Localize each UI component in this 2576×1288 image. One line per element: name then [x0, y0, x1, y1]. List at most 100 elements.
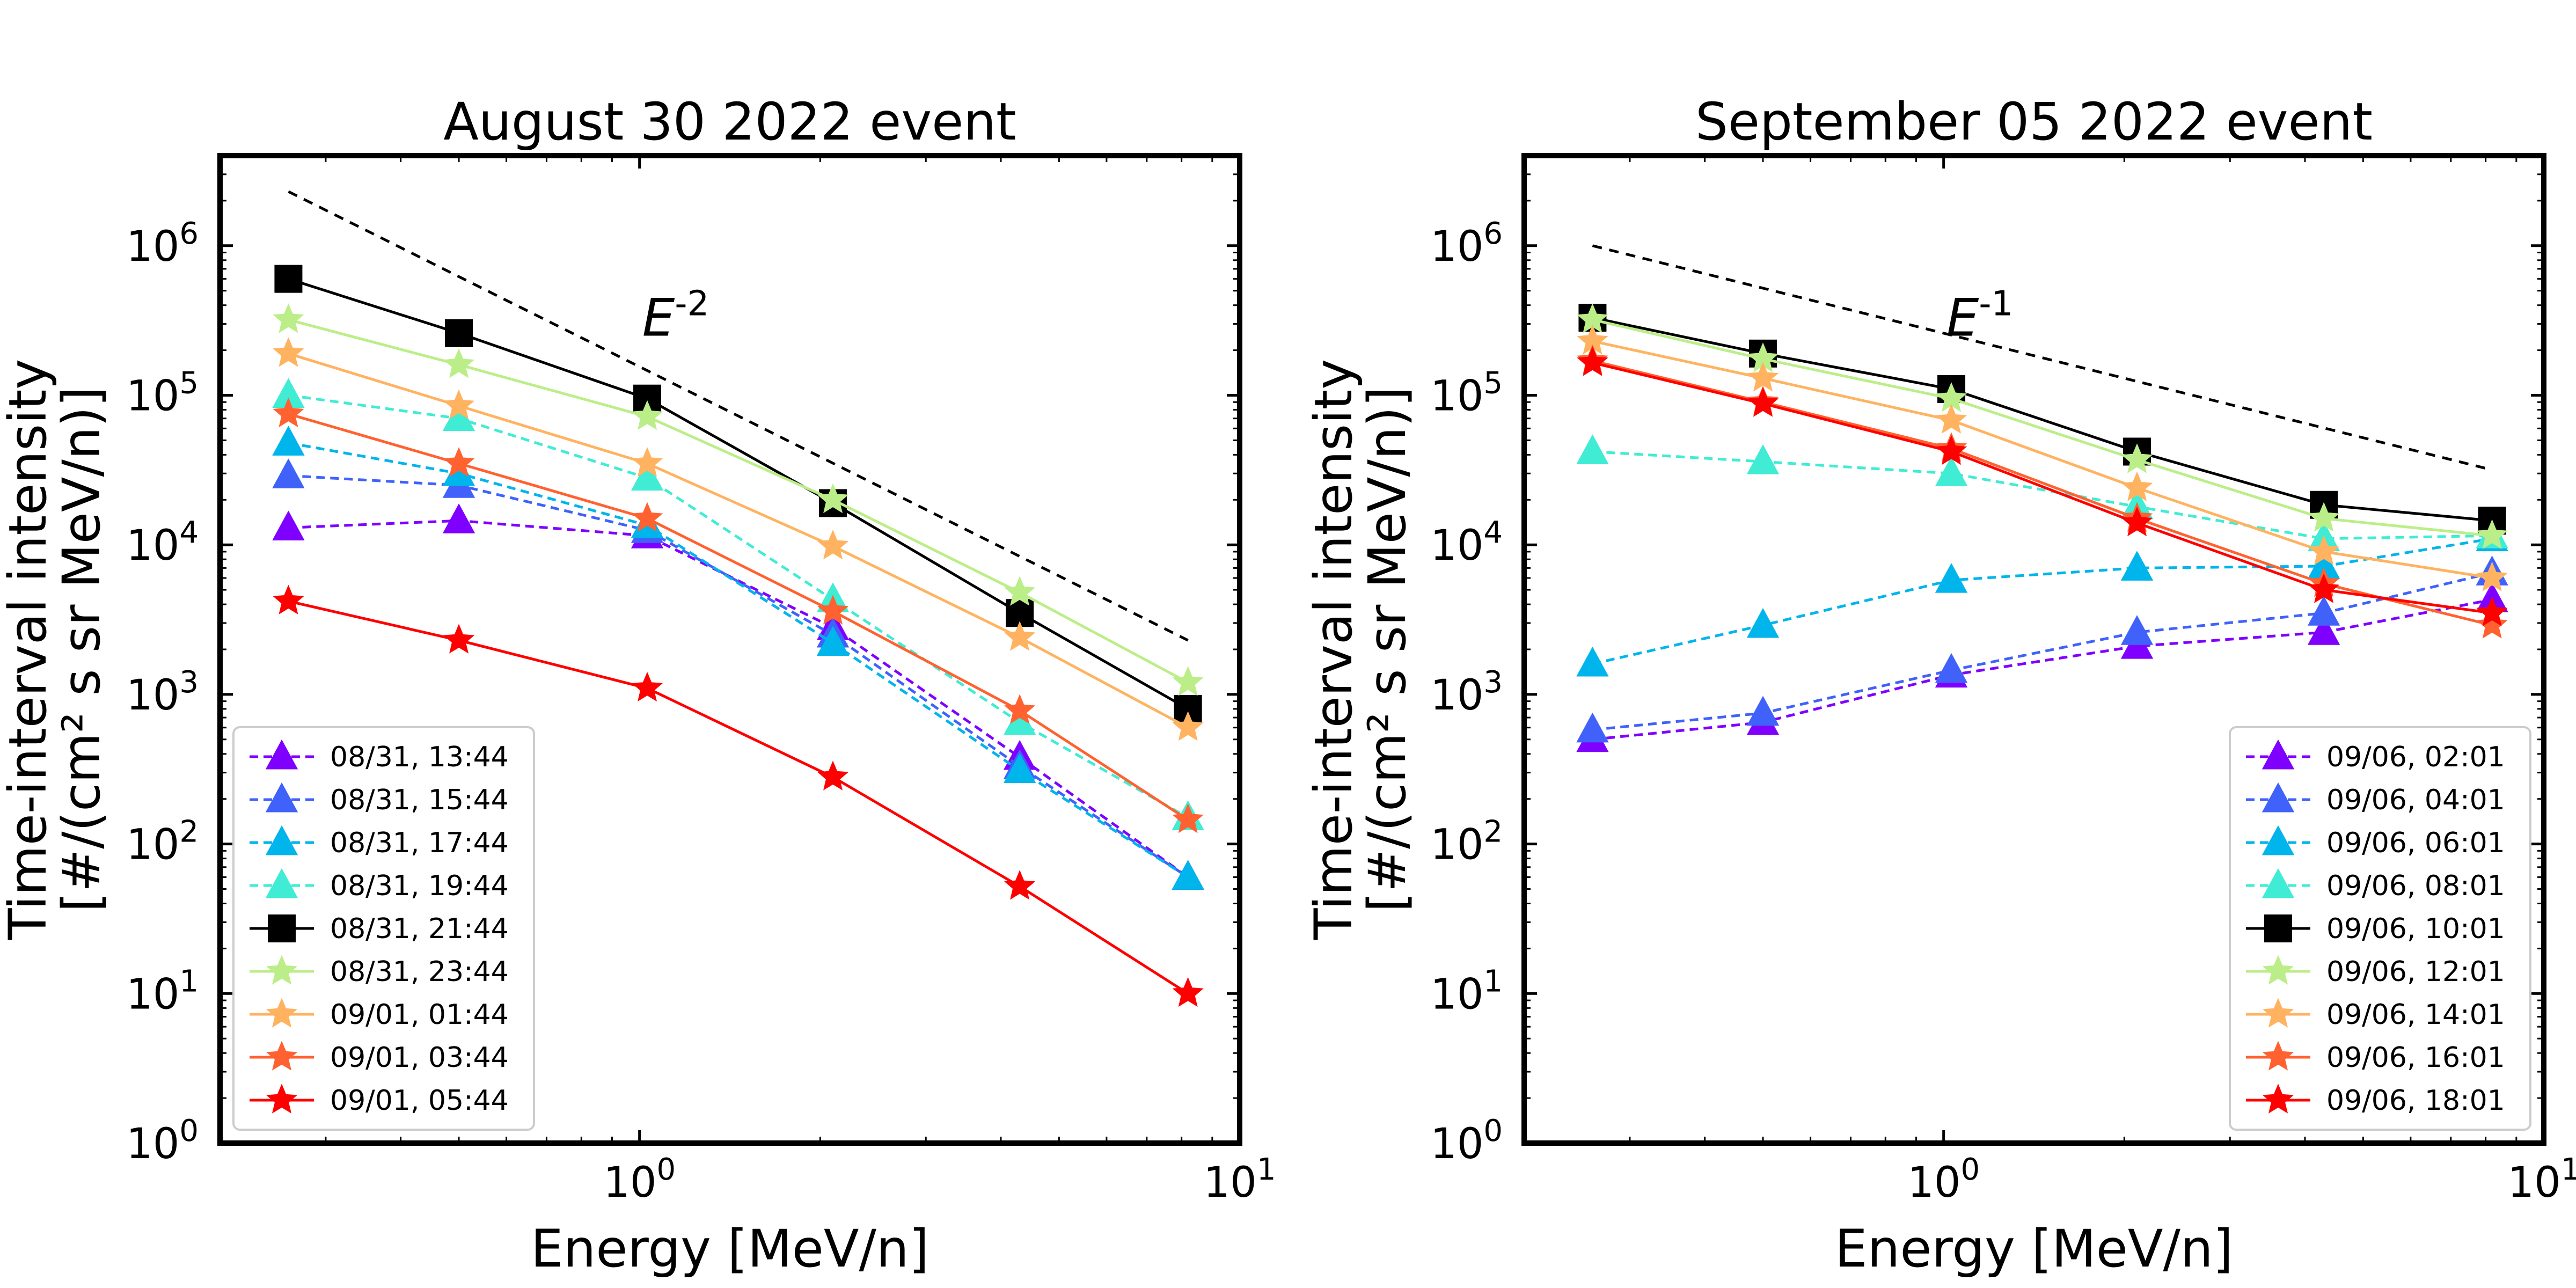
x-axis-label: Energy [MeV/n] — [531, 1219, 929, 1279]
series-line — [288, 519, 1189, 879]
legend-item-09-01-03-44: 09/01, 03:44 — [250, 1041, 509, 1074]
series-line — [1592, 361, 2492, 614]
series-line — [1592, 450, 2492, 540]
legend-item-09-06-14-01: 09/06, 14:01 — [2246, 998, 2505, 1031]
legend-item-08-31-17-44: 08/31, 17:44 — [250, 825, 509, 859]
legend-item-08-31-15-44: 08/31, 15:44 — [250, 782, 509, 816]
y-tick-label: 105 — [126, 365, 199, 420]
legend-box — [2229, 726, 2531, 1131]
legend-label: 09/06, 16:01 — [2326, 1042, 2505, 1074]
data-point — [631, 502, 663, 532]
x-tick-label: 101 — [1204, 1152, 1276, 1207]
legend-marker — [266, 1041, 298, 1071]
legend-label: 09/06, 10:01 — [2326, 913, 2505, 945]
data-point — [2121, 443, 2153, 473]
legend-marker — [2262, 868, 2295, 898]
axes-frame — [1521, 153, 2546, 1146]
series-09-06-06-01 — [1576, 521, 2508, 677]
y-tick-label: 103 — [126, 665, 199, 720]
data-point — [817, 483, 849, 514]
data-point — [2307, 596, 2340, 626]
data-point — [1747, 387, 1779, 417]
series-09-06-14-01 — [1577, 325, 2508, 591]
legend-item-09-06-10-01: 09/06, 10:01 — [2246, 913, 2505, 945]
data-point — [2308, 573, 2340, 603]
legend-marker — [2264, 914, 2292, 942]
data-point — [1004, 694, 1036, 724]
data-point — [631, 447, 663, 477]
data-point — [272, 426, 305, 456]
y-tick-label: 100 — [126, 1114, 199, 1168]
series-line — [288, 599, 1189, 995]
data-point — [631, 460, 664, 491]
data-point — [443, 389, 475, 419]
y-tick-label: 106 — [126, 216, 199, 271]
data-point — [1172, 977, 1204, 1007]
series-line — [1592, 598, 2493, 741]
data-point — [1576, 712, 1609, 743]
data-point — [1172, 666, 1204, 696]
panel-august-30: 100 101 102 103 104 105 106 100 101 E-2 August 30 … — [0, 92, 1276, 1279]
data-point — [817, 529, 849, 560]
data-point — [1172, 860, 1204, 890]
legend-label: 09/06, 06:01 — [2326, 827, 2505, 859]
legend-label: 08/31, 17:44 — [330, 827, 509, 859]
series-line — [288, 277, 1189, 711]
legend-marker — [2262, 782, 2295, 813]
legend-marker — [2262, 739, 2295, 770]
legend-label: 08/31, 15:44 — [330, 784, 509, 816]
data-point — [272, 510, 305, 540]
series-line — [288, 352, 1189, 729]
legend-item-09-06-18-01: 09/06, 18:01 — [2246, 1084, 2505, 1117]
y-tick-label: 100 — [1430, 1114, 1503, 1168]
data-point — [1576, 434, 1609, 464]
series-09-06-12-01 — [1577, 303, 2508, 549]
y-tick-label: 101 — [1430, 964, 1503, 1019]
legend-marker — [2262, 955, 2294, 985]
legend-marker — [266, 955, 298, 985]
data-point — [2308, 535, 2340, 565]
series-08-31-23-44 — [273, 303, 1204, 696]
series-line — [1592, 537, 2493, 665]
y-tick-label: 105 — [1430, 365, 1503, 420]
data-point — [817, 595, 849, 625]
legend-label: 09/01, 01:44 — [330, 999, 509, 1031]
y-axis-label-line2: [#/(cm² s sr MeV/n)] — [1357, 386, 1417, 912]
legend-label: 08/31, 19:44 — [330, 870, 509, 902]
data-point — [1172, 803, 1204, 833]
series-line — [288, 412, 1189, 821]
legend-label: 09/06, 18:01 — [2326, 1085, 2505, 1117]
legend-item-09-01-01-44: 09/01, 01:44 — [250, 998, 509, 1031]
reference-line-label: E-2 — [642, 284, 709, 348]
legend-label: 08/31, 23:44 — [330, 956, 509, 988]
legend: 08/31, 13:44 08/31, 15:44 08/31, 17:44 08/3… — [232, 726, 535, 1131]
legend-marker — [2262, 825, 2295, 855]
y-tick-label: 101 — [126, 964, 199, 1019]
series-09-06-18-01 — [1577, 346, 2508, 626]
panel-september-05: 100 101 102 103 104 105 106 100 101 E-1 September … — [1304, 92, 2576, 1279]
series-line — [288, 394, 1189, 819]
series-09-01-03-44 — [273, 397, 1204, 833]
y-tick-label: 102 — [1430, 815, 1503, 869]
legend-marker — [265, 739, 298, 770]
data-point — [1746, 444, 1780, 474]
data-point — [1004, 870, 1036, 900]
legend-item-08-31-21-44: 08/31, 21:44 — [250, 913, 509, 945]
data-point — [2308, 502, 2340, 532]
legend-label: 09/01, 05:44 — [330, 1085, 509, 1117]
data-point — [273, 584, 304, 614]
legend-marker — [265, 868, 298, 898]
series-line — [1592, 340, 2492, 580]
series-line — [1592, 316, 2492, 522]
chart-title: August 30 2022 event — [443, 92, 1016, 152]
data-point — [2476, 519, 2508, 549]
reference-powerlaw-line — [288, 190, 1189, 642]
legend-box — [232, 726, 535, 1131]
data-point — [631, 400, 663, 430]
legend-item-09-06-12-01: 09/06, 12:01 — [2246, 955, 2505, 988]
data-point — [1746, 696, 1780, 726]
legend-item-09-06-06-01: 09/06, 06:01 — [2246, 825, 2505, 859]
data-point — [273, 303, 304, 333]
legend-label: 09/06, 14:01 — [2326, 999, 2505, 1031]
